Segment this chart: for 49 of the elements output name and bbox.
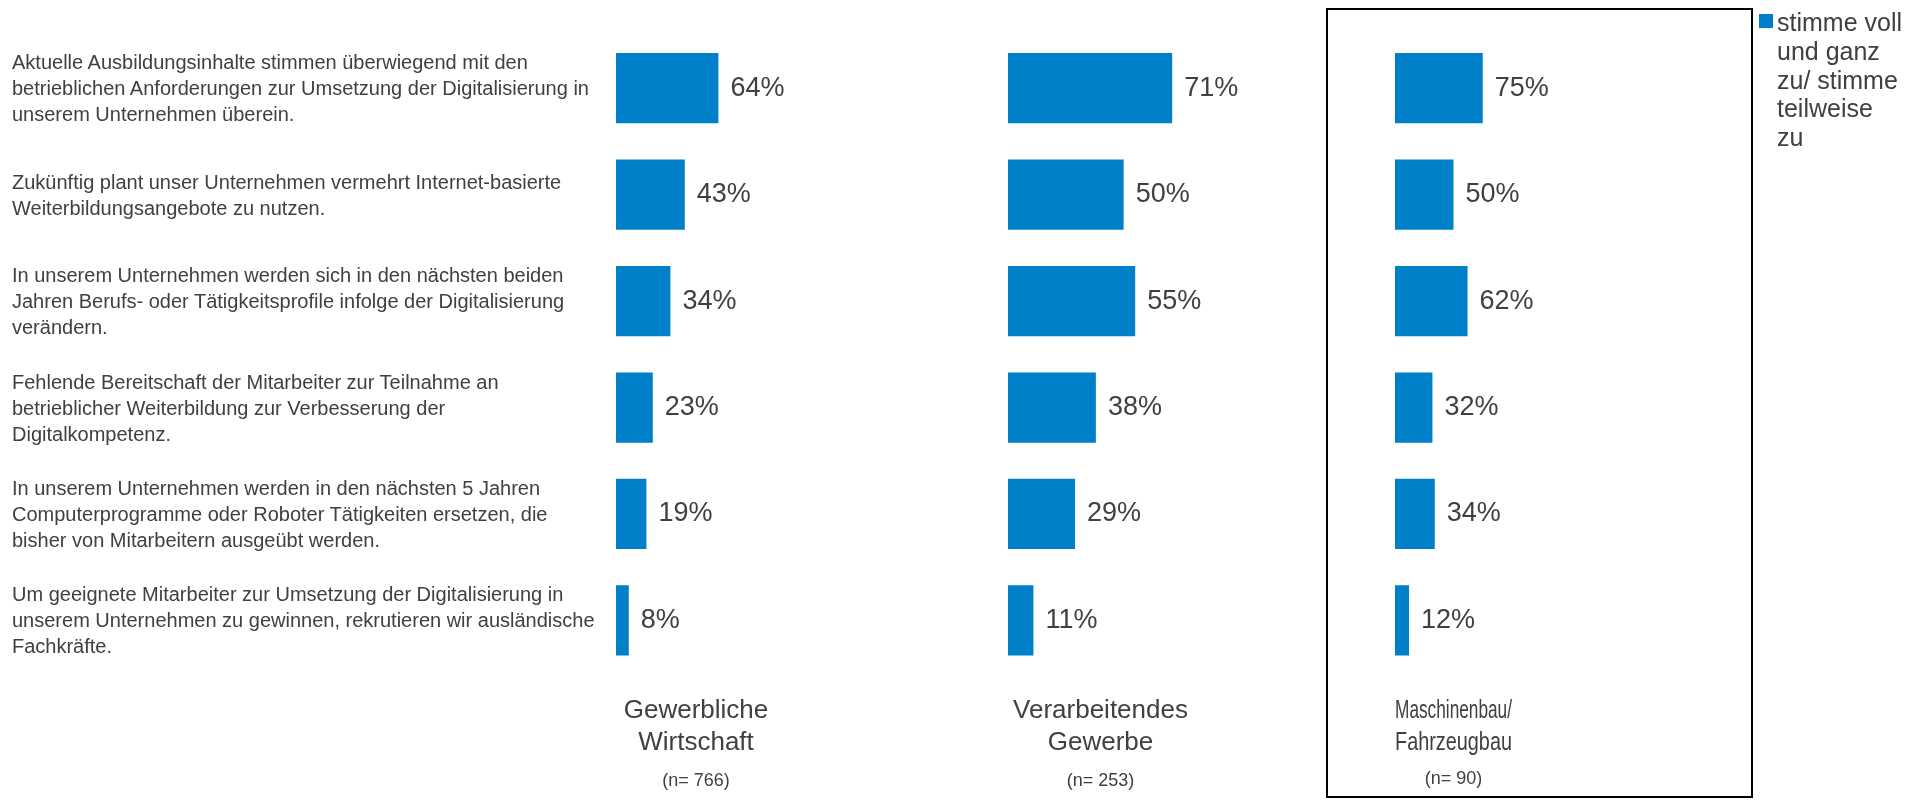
text: (n= 766): [662, 769, 730, 790]
y-tick-label: Fehlende Bereitschaft der Mitarbeiter zur Teilnahme an betrieblicher Weiterbildung zur Verbesserung der Digitalkompetenz.: [12, 369, 500, 447]
bar: [1395, 265, 1468, 337]
data-label: 32%: [1444, 390, 1499, 421]
bar: [1008, 53, 1173, 124]
bar: [1008, 372, 1096, 443]
y-tick-label: Um geeignete Mitarbeiter zur Umsetzung der Digitalisierung in unserem Unternehmen zu gewinnen, rekrutieren wir ausländische Fachkräfte.: [12, 582, 596, 660]
data-label: 50%: [1465, 178, 1520, 209]
bar: [1008, 265, 1136, 337]
x-axis-title: Maschinenbau/ Fahrzeugbau: [1395, 694, 1513, 756]
y-tick-label: Aktuelle Ausbildungsinhalte stimmen überwiegend mit den betrieblichen Anforderungen zur Umsetzung der Digitalisierung in unserem Unternehmen überein.: [12, 50, 590, 128]
bar: [616, 159, 685, 230]
data-label: 8%: [640, 603, 680, 634]
bar: [616, 372, 653, 443]
y-tick-label: In unserem Unternehmen werden in den nächsten 5 Jahren Computerprogramme oder Roboter Tätigkeiten ersetzen, die bisher von Mitarbeitern ausgeübt werden.: [12, 475, 549, 553]
data-label: 71%: [1184, 71, 1239, 102]
data-label: 34%: [1446, 497, 1501, 528]
bar: [1008, 159, 1124, 230]
bar: [616, 265, 671, 337]
data-label: 29%: [1087, 497, 1142, 528]
data-label: 55%: [1147, 284, 1202, 315]
data-label: 34%: [682, 284, 737, 315]
bar: [616, 53, 719, 124]
bar: [616, 585, 629, 656]
y-tick-label: Zukünftig plant unser Unternehmen vermehrt Internet-basierte Weiterbildungsangebote zu nutzen.: [12, 169, 563, 221]
data-label: 12%: [1421, 603, 1476, 634]
data-label: 38%: [1107, 390, 1162, 421]
bar: [1395, 159, 1454, 230]
bar: [1395, 372, 1433, 443]
bar: [1395, 53, 1483, 124]
bar: [1395, 585, 1410, 656]
data-label: 11%: [1045, 603, 1098, 634]
x-axis-title: Gewerbliche Wirtschaft: [623, 694, 769, 756]
bar: [1395, 478, 1435, 550]
bar: [616, 478, 647, 550]
text: (n= 90): [1424, 767, 1483, 788]
bar: [1008, 585, 1034, 656]
x-axis-title: Verarbeitendes Gewerbe: [1013, 694, 1188, 756]
data-label: 43%: [696, 178, 751, 209]
bar: [1008, 478, 1076, 550]
data-label: 64%: [730, 71, 785, 102]
data-label: 62%: [1479, 284, 1534, 315]
data-label: 19%: [658, 497, 713, 528]
data-label: 50%: [1135, 178, 1190, 209]
legend-label: stimme voll und ganz zu/ stimme teilweise zu: [1777, 8, 1903, 152]
text: (n= 253): [1066, 769, 1135, 790]
data-label: 23%: [664, 390, 719, 421]
y-tick-label: In unserem Unternehmen werden sich in den nächsten beiden Jahren Berufs- oder Tätigkeitsprofile infolge der Digitalisierung verändern.: [12, 263, 566, 341]
data-label: 75%: [1494, 71, 1549, 102]
